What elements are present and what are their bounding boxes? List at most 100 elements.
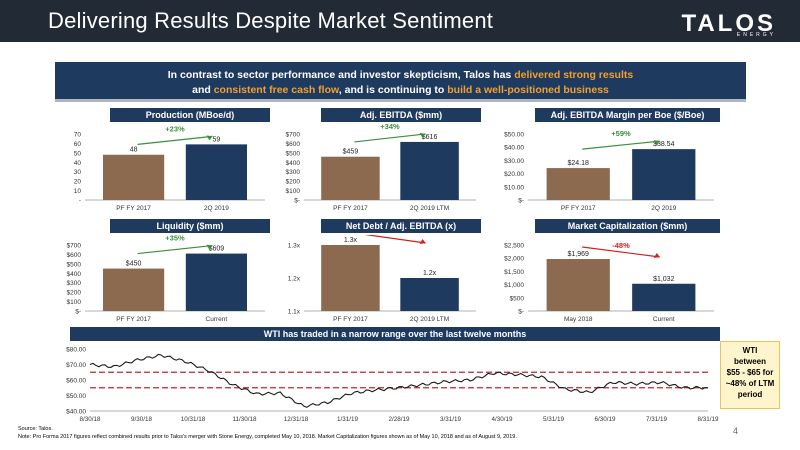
y-tick-label: $400 xyxy=(67,271,82,278)
footnotes: Source: Talos. Note: Pro Forma 2017 figu… xyxy=(18,425,517,441)
data-label: $609 xyxy=(209,246,225,253)
change-label: +35% xyxy=(165,235,185,243)
data-label: $1,032 xyxy=(653,276,675,283)
y-tick-label: $100 xyxy=(67,299,82,306)
x-tick-label: 3/31/19 xyxy=(440,416,462,423)
panel-title-mktcap: Market Capitalization ($mm) xyxy=(535,219,720,233)
x-tick-label: 9/30/18 xyxy=(131,416,153,423)
y-tick-label: $600 xyxy=(286,141,301,148)
leverage-chart: 1.3x 1.2x 1.1x 1.3x PF FY 2017 1.2x 2Q 2019 LT… xyxy=(288,235,476,323)
x-tick-label: 8/31/19 xyxy=(697,416,719,423)
data-label: $616 xyxy=(422,134,438,141)
x-tick-label: 6/30/19 xyxy=(594,416,616,423)
y-tick-label: 50 xyxy=(74,150,82,157)
disclaimer-note: Note: Pro Forma 2017 figures reflect com… xyxy=(18,434,517,440)
y-tick-label: $300 xyxy=(286,169,301,176)
y-tick-label: $80.00 xyxy=(66,347,86,354)
y-tick-label: $- xyxy=(294,198,300,205)
logo-subtitle: ENERGY xyxy=(736,32,776,38)
bar-2q-2019 xyxy=(632,149,696,200)
bar-pf-fy-2017 xyxy=(103,268,165,311)
x-tick-label: Current xyxy=(653,316,675,323)
y-tick-label: $- xyxy=(518,198,524,205)
x-tick-label: 2Q 2019 LTM xyxy=(410,316,449,323)
y-tick-label: $1,000 xyxy=(504,282,524,289)
change-label: +59% xyxy=(611,129,631,138)
y-tick-label: $70.00 xyxy=(66,362,86,369)
x-tick-label: PF FY 2017 xyxy=(561,205,596,212)
y-tick-label: $40.00 xyxy=(66,409,86,416)
x-tick-label: May 2018 xyxy=(564,316,593,323)
y-tick-label: $200 xyxy=(286,179,301,186)
header-bar: Delivering Results Despite Market Sentim… xyxy=(0,0,800,42)
y-tick-label: 1.3x xyxy=(288,243,301,250)
y-tick-label: 70 xyxy=(74,132,82,139)
banner-highlight: consistent free cash flow xyxy=(213,84,339,96)
y-tick-label: $300 xyxy=(67,280,82,287)
y-tick-label: $40.00 xyxy=(504,145,524,152)
data-label: $38.54 xyxy=(653,141,675,148)
y-tick-label: $600 xyxy=(67,252,82,259)
y-tick-label: $- xyxy=(75,309,81,316)
y-tick-label: $500 xyxy=(67,261,82,268)
data-label: $450 xyxy=(126,261,142,268)
wti-callout-line: $55 - $65 for xyxy=(726,368,774,377)
change-label: -8% xyxy=(383,235,397,236)
y-tick-label: $700 xyxy=(67,243,82,250)
bar-current xyxy=(185,253,247,311)
change-arrowhead xyxy=(419,239,426,244)
x-tick-label: Current xyxy=(206,316,228,323)
page-number: 4 xyxy=(733,426,739,436)
panel-title-liquidity: Liquidity ($mm) xyxy=(110,219,270,233)
bar-2q-2019-ltm xyxy=(400,141,459,200)
y-tick-label: $700 xyxy=(286,132,301,139)
data-label: 48 xyxy=(130,147,138,154)
y-tick-label: 60 xyxy=(74,141,82,148)
panel-title-production: Production (MBoe/d) xyxy=(110,108,270,122)
banner-text: In contrast to sector performance and in… xyxy=(167,69,515,81)
change-arrowhead xyxy=(206,135,213,141)
change-arrow xyxy=(582,246,660,258)
wti-line-chart: $80.00 $70.00 $60.00 $50.00 $40.008/30/18 9/3… xyxy=(66,347,719,424)
y-tick-label: $10.00 xyxy=(504,184,524,191)
x-tick-label: 2Q 2019 LTM xyxy=(410,205,449,212)
y-tick-label: $50.00 xyxy=(504,132,524,139)
wti-callout-line: between xyxy=(733,357,766,366)
x-tick-label: PF FY 2017 xyxy=(116,316,151,323)
x-tick-label: PF FY 2017 xyxy=(116,205,151,212)
bar-pf-fy-2017 xyxy=(321,245,380,311)
change-arrow xyxy=(364,235,426,244)
panel-title-margin: Adj. EBITDA Margin per Boe ($/Boe) xyxy=(535,108,720,122)
data-label: $24.18 xyxy=(568,160,590,167)
change-arrow xyxy=(354,133,426,143)
page-title: Delivering Results Despite Market Sentim… xyxy=(48,8,494,33)
change-label: +34% xyxy=(380,124,400,131)
wti-callout: WTI between $55 - $65 for ~48% of LTM pe… xyxy=(720,341,780,409)
y-tick-label: 10 xyxy=(74,188,82,195)
bar-may-2018 xyxy=(546,259,610,311)
banner-highlight: build a well-positioned business xyxy=(447,84,609,96)
x-tick-label: 2Q 2019 xyxy=(204,205,229,212)
banner-text: , and is continuing to xyxy=(338,84,448,96)
y-tick-label: $2,000 xyxy=(504,256,524,263)
wti-callout-line: ~48% of LTM xyxy=(725,379,775,388)
panel-title-wti: WTI has traded in a narrow range over th… xyxy=(70,327,720,341)
x-tick-label: 1/31/19 xyxy=(337,416,359,423)
change-arrow xyxy=(137,135,213,145)
wti-price-line xyxy=(89,353,709,408)
change-arrowhead xyxy=(206,244,213,250)
banner-highlight: delivered strong results xyxy=(514,69,634,81)
x-tick-label: 5/31/19 xyxy=(543,416,565,423)
change-label: -48% xyxy=(612,241,630,250)
bar-2q-2019 xyxy=(185,144,247,200)
x-tick-label: 12/31/18 xyxy=(284,416,309,423)
x-tick-label: 10/31/18 xyxy=(181,416,206,423)
summary-banner: In contrast to sector performance and in… xyxy=(55,62,746,102)
y-tick-label: $20.00 xyxy=(504,171,524,178)
margin-chart: $50.00 $40.00 $30.00 $20.00 $10.00 $- $24.18 PF… xyxy=(504,129,714,212)
y-tick-label: 20 xyxy=(74,179,82,186)
x-tick-label: 11/30/18 xyxy=(232,416,257,423)
x-tick-label: PF FY 2017 xyxy=(333,316,368,323)
talos-logo: TALOS xyxy=(681,10,776,37)
data-label: $459 xyxy=(343,149,359,156)
